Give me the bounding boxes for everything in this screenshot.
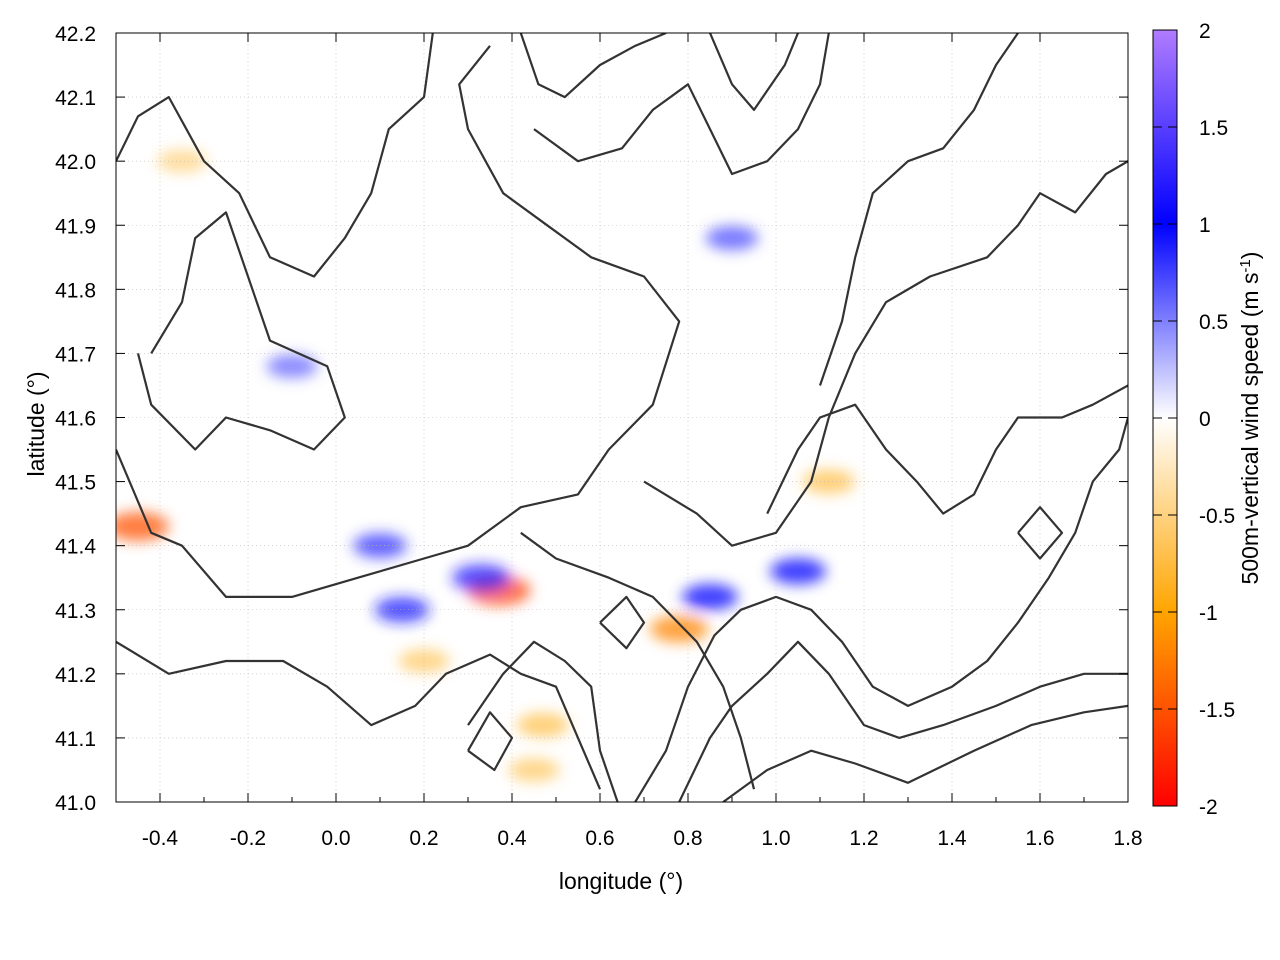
- y-tick-label: 41.8: [55, 279, 96, 302]
- x-tick-label: 0.6: [585, 827, 614, 850]
- x-axis: -0.4 -0.2 0.0 0.2 0.4 0.6 0.8 1.0 1.2 1.4 1.6 1.8: [142, 33, 1143, 850]
- colorbar-tick-label: 0: [1199, 408, 1211, 431]
- colorbar-ticks: 2 1.5 1 0.5 0 -0.5 -1 -1.5 -2: [1153, 20, 1235, 819]
- y-tick-label: 41.1: [55, 728, 96, 751]
- contour-line-3: [520, 531, 756, 790]
- colorbar-label-main: 500m-vertical wind speed (m s: [1237, 273, 1263, 585]
- x-tick-label: -0.4: [142, 827, 179, 850]
- y-axis-label: latitude (°): [23, 371, 49, 476]
- contour-line-6: [634, 417, 1128, 802]
- contour-line-12: [533, 33, 830, 176]
- colorbar-tick-label: 1: [1199, 214, 1211, 237]
- x-tick-label: 0.4: [497, 827, 527, 850]
- colorbar-label-superscript: -1: [1237, 259, 1254, 272]
- y-tick-label: 41.3: [55, 600, 96, 623]
- contour-line-13: [519, 33, 667, 99]
- x-tick-label: 0.0: [321, 827, 350, 850]
- x-tick-label: 0.2: [409, 827, 438, 850]
- colorbar-label-end: ): [1237, 252, 1263, 260]
- heatmap-cell-3: [508, 758, 560, 782]
- contour-line-16: [467, 711, 514, 772]
- colorbar-label: 500m-vertical wind speed (m s-1): [1237, 252, 1264, 585]
- contour-lines: [116, 33, 1128, 802]
- x-tick-label: 1.2: [849, 827, 878, 850]
- colorbar: 2 1.5 1 0.5 0 -0.5 -1 -1.5 -2: [1152, 20, 1235, 819]
- y-tick-label: 41.5: [55, 472, 96, 495]
- contour-line-9: [643, 160, 1128, 547]
- y-axis: 41.0 41.1 41.2 41.3 41.4 41.5 41.6 41.7 41.8 41.9…: [55, 23, 1128, 815]
- y-tick-label: 41.2: [55, 664, 96, 687]
- heatmap-cell-12: [157, 149, 207, 173]
- colorbar-tick-label: -1.5: [1199, 699, 1235, 722]
- colorbar-tick-label: 1.5: [1199, 117, 1228, 140]
- y-tick-label: 41.9: [55, 215, 96, 238]
- contour-line-0: [116, 33, 434, 278]
- plot-area: [115, 32, 1129, 803]
- contour-line-7: [678, 640, 1128, 802]
- colorbar-tick-label: 0.5: [1199, 311, 1228, 334]
- contour-line-14: [708, 33, 800, 111]
- contour-line-15: [599, 595, 646, 650]
- contour-line-5: [467, 640, 619, 802]
- x-tick-label: 1.6: [1025, 827, 1054, 850]
- y-tick-label: 41.0: [55, 792, 96, 815]
- heatmap-cell-13: [705, 225, 759, 251]
- colorbar-tick-label: -2: [1199, 796, 1218, 819]
- heatmap-cell-6: [374, 597, 430, 623]
- heatmap-cell-9: [770, 558, 826, 585]
- x-tick-label: 0.8: [673, 827, 702, 850]
- contour-line-8: [722, 704, 1128, 802]
- y-tick-label: 41.4: [55, 536, 96, 559]
- contour-line-11: [818, 33, 1019, 386]
- heatmap-cell-11: [266, 354, 318, 379]
- colorbar-tick-label: -0.5: [1199, 505, 1235, 528]
- y-tick-label: 42.2: [55, 23, 96, 46]
- heatmap-cell-2: [516, 713, 569, 738]
- y-tick-label: 41.6: [55, 408, 96, 431]
- x-tick-label: 1.0: [761, 827, 790, 850]
- colorbar-tick-label: 2: [1199, 20, 1211, 43]
- heatmap-cell-7: [650, 615, 709, 643]
- y-tick-label: 42.0: [55, 151, 96, 174]
- heatmap-cell-1: [452, 564, 511, 592]
- contour-line-10: [766, 384, 1128, 515]
- y-tick-label: 41.7: [55, 343, 96, 366]
- contour-line-2: [116, 45, 681, 598]
- contour-line-17: [1017, 506, 1064, 560]
- y-tick-label: 42.1: [55, 87, 96, 110]
- colorbar-tick-label: -1: [1199, 602, 1218, 625]
- contour-line-4: [116, 640, 602, 790]
- contour-line-1: [136, 211, 346, 451]
- x-tick-label: -0.2: [230, 827, 266, 850]
- x-tick-label: 1.8: [1113, 827, 1142, 850]
- x-axis-label: longitude (°): [559, 868, 683, 894]
- x-tick-label: 1.4: [937, 827, 967, 850]
- heatmap-cell-8: [682, 583, 738, 610]
